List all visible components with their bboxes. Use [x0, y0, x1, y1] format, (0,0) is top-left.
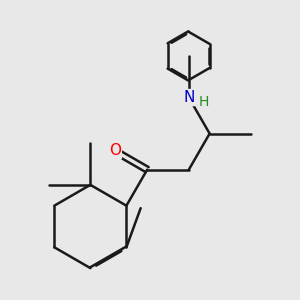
Text: H: H: [198, 95, 208, 109]
Text: N: N: [183, 90, 194, 105]
Text: O: O: [109, 143, 121, 158]
